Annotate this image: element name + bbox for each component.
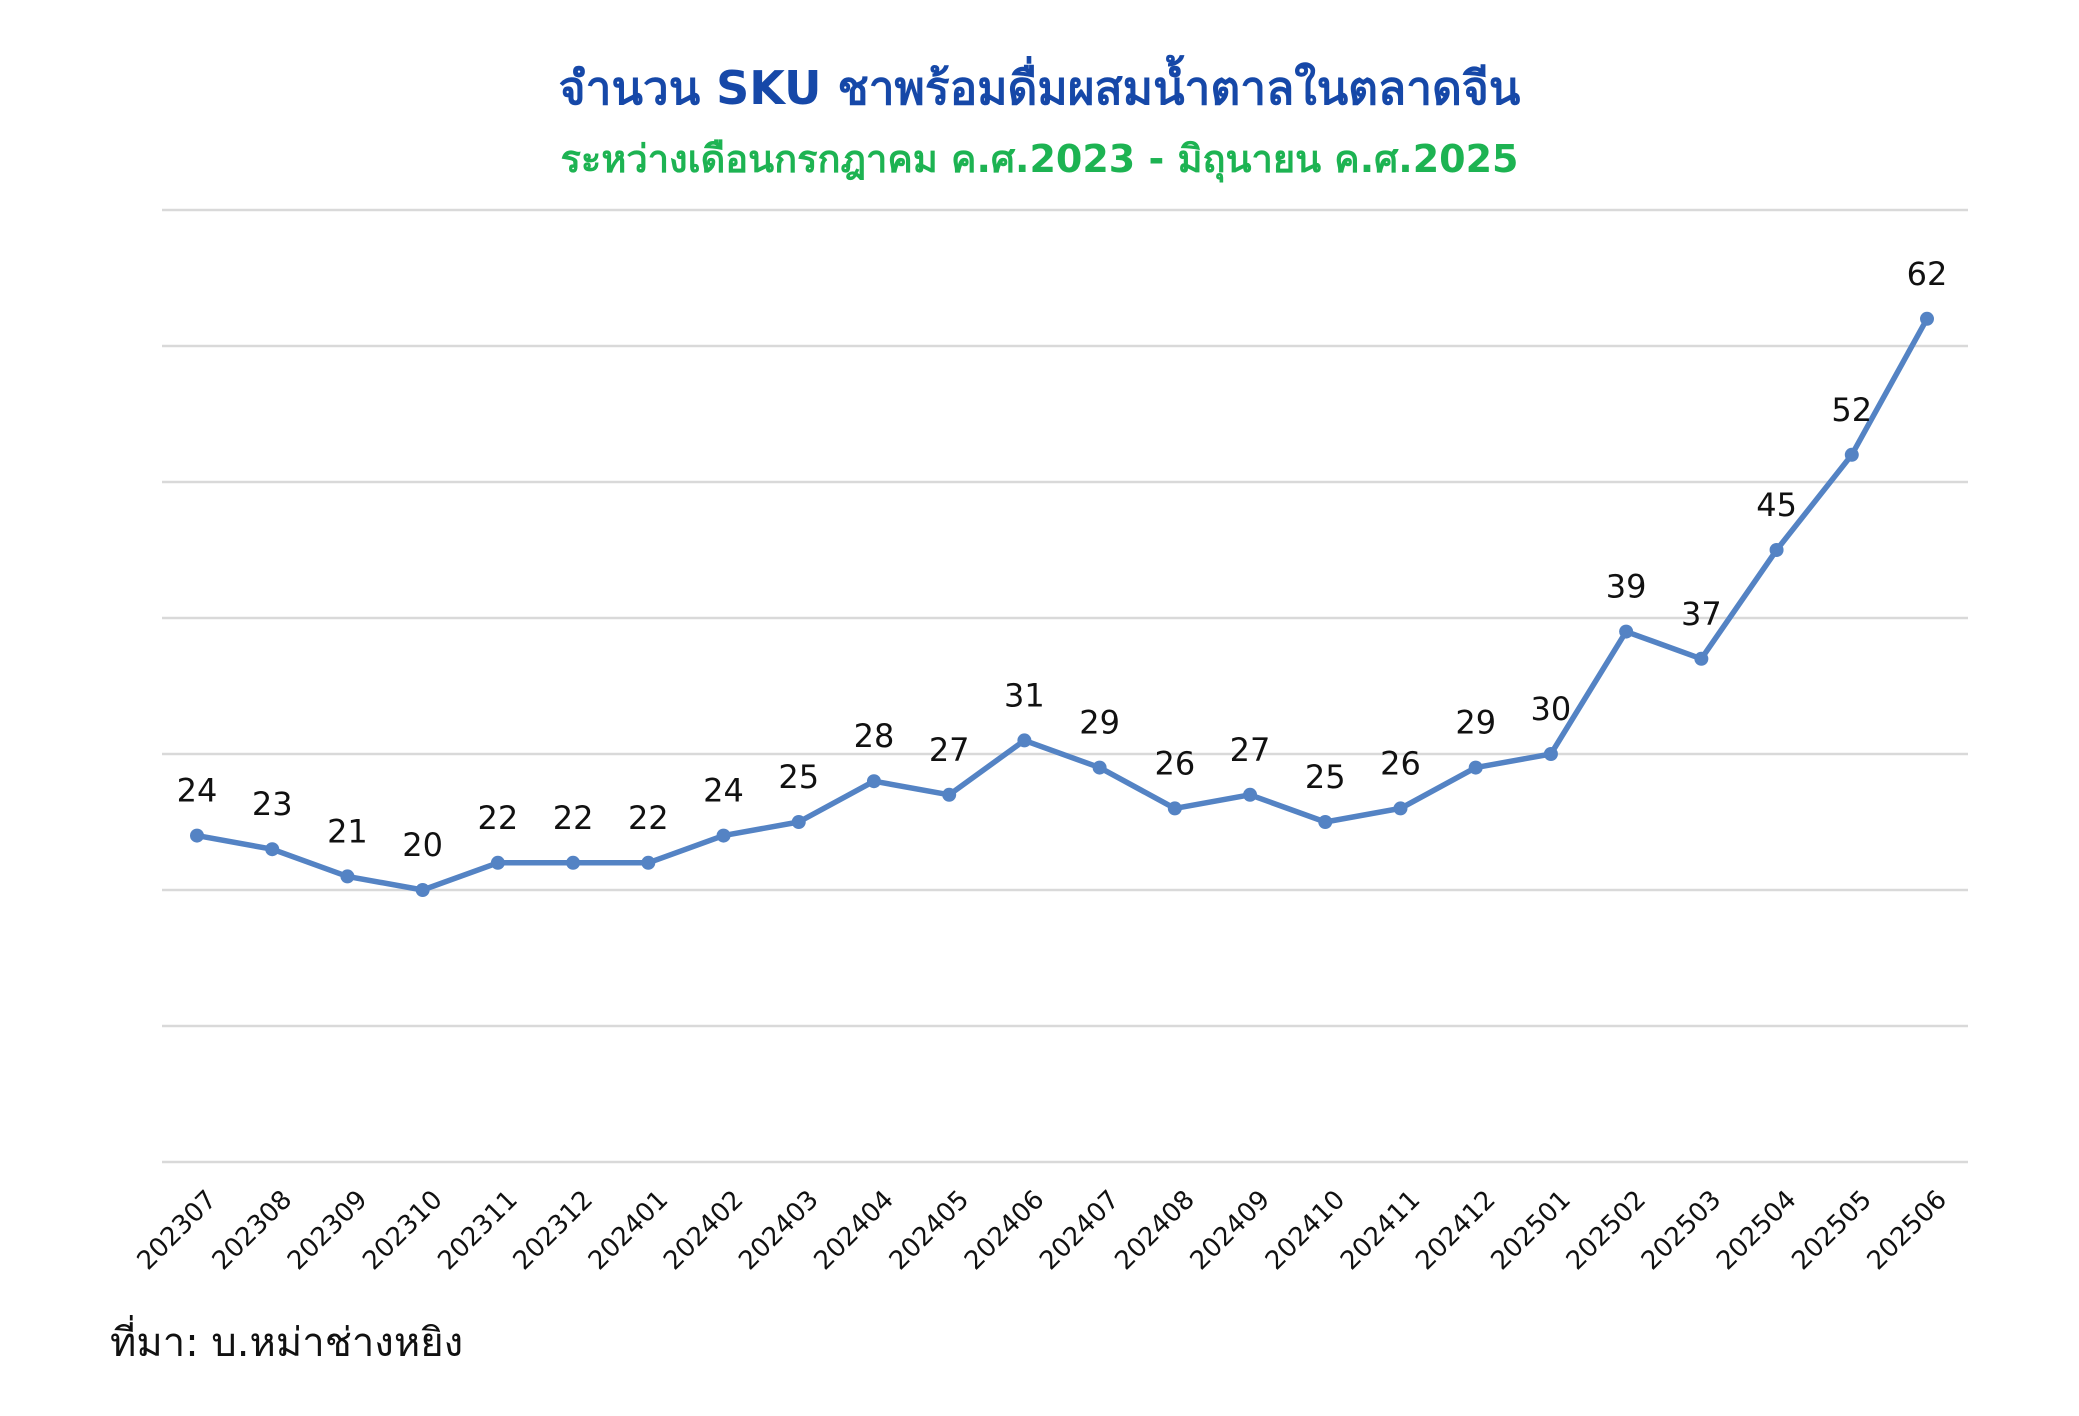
x-tick-label-202312: 202312 bbox=[508, 1185, 599, 1276]
data-label-202404: 28 bbox=[854, 717, 895, 755]
data-point-202504 bbox=[1769, 543, 1784, 557]
data-point-202310 bbox=[415, 883, 430, 897]
x-tick-label-202411: 202411 bbox=[1335, 1185, 1426, 1276]
data-label-202412: 29 bbox=[1455, 704, 1496, 742]
data-label-202311: 22 bbox=[478, 799, 519, 837]
x-tick-label-202308: 202308 bbox=[207, 1185, 298, 1276]
data-label-202403: 25 bbox=[778, 758, 819, 796]
data-label-202312: 22 bbox=[553, 799, 594, 837]
x-tick-label-202309: 202309 bbox=[282, 1185, 373, 1276]
data-point-202308 bbox=[265, 842, 280, 857]
data-point-202506 bbox=[1920, 311, 1934, 326]
data-label-202310: 20 bbox=[402, 826, 443, 864]
x-tick-label-202505: 202505 bbox=[1786, 1185, 1877, 1276]
data-point-202403 bbox=[791, 815, 806, 829]
x-tick-label-202407: 202407 bbox=[1034, 1185, 1125, 1276]
x-tick-label-202506: 202506 bbox=[1862, 1185, 1953, 1276]
x-tick-label-202502: 202502 bbox=[1561, 1185, 1652, 1276]
x-tick-label-202408: 202408 bbox=[1109, 1185, 1200, 1276]
data-label-202408: 26 bbox=[1154, 744, 1195, 782]
data-label-202409: 27 bbox=[1230, 731, 1271, 769]
data-point-202402 bbox=[716, 828, 731, 843]
x-tick-label-202406: 202406 bbox=[959, 1185, 1050, 1276]
data-point-202411 bbox=[1393, 801, 1408, 816]
x-tick-label-202402: 202402 bbox=[658, 1185, 749, 1276]
x-tick-label-202403: 202403 bbox=[733, 1185, 824, 1276]
data-label-202402: 24 bbox=[703, 772, 744, 810]
data-labels: 24 23 21 20 22 22 22 24 25 28 27 31 29 26 27 25 26 29 30 39… bbox=[177, 255, 1948, 864]
data-point-202404 bbox=[866, 774, 881, 789]
data-points bbox=[190, 311, 1934, 897]
x-tick-label-202405: 202405 bbox=[884, 1185, 975, 1276]
source-note: ที่มา: บ.หม่าช่างหยิง bbox=[110, 1320, 464, 1366]
data-point-202501 bbox=[1543, 747, 1558, 761]
data-label-202505: 52 bbox=[1831, 391, 1872, 429]
x-tick-label-202310: 202310 bbox=[357, 1185, 448, 1276]
x-tick-label-202501: 202501 bbox=[1485, 1185, 1576, 1276]
data-label-202501: 30 bbox=[1531, 690, 1572, 728]
x-tick-label-202307: 202307 bbox=[132, 1185, 223, 1276]
data-point-202410 bbox=[1318, 815, 1333, 829]
data-point-202405 bbox=[942, 787, 957, 802]
data-label-202307: 24 bbox=[177, 772, 218, 810]
data-label-202503: 37 bbox=[1681, 595, 1722, 633]
x-tick-label-202409: 202409 bbox=[1185, 1185, 1276, 1276]
x-axis-tick-labels: 2023072023082023092023102023112023122024… bbox=[132, 1185, 1953, 1276]
data-point-202412 bbox=[1468, 760, 1483, 775]
x-tick-label-202410: 202410 bbox=[1260, 1185, 1351, 1276]
x-tick-label-202401: 202401 bbox=[583, 1185, 674, 1276]
data-label-202401: 22 bbox=[628, 799, 669, 837]
data-label-202405: 27 bbox=[929, 731, 970, 769]
gridlines bbox=[162, 208, 1968, 1164]
chart-subtitle: ระหว่างเดือนกรกฎาคม ค.ศ.2023 - มิถุนายน … bbox=[560, 137, 1519, 181]
chart-title: จำนวน SKU ชาพร้อมดื่มผสมน้ำตาลในตลาดจีน bbox=[558, 61, 1521, 115]
data-label-202506: 62 bbox=[1907, 255, 1948, 293]
data-label-202410: 25 bbox=[1305, 758, 1346, 796]
data-point-202309 bbox=[340, 869, 355, 884]
data-label-202504: 45 bbox=[1756, 486, 1797, 524]
data-point-202502 bbox=[1619, 624, 1634, 639]
data-label-202502: 39 bbox=[1606, 568, 1647, 606]
data-point-202503 bbox=[1694, 651, 1709, 666]
x-tick-label-202503: 202503 bbox=[1636, 1185, 1727, 1276]
data-point-202408 bbox=[1167, 801, 1182, 816]
x-tick-label-202412: 202412 bbox=[1410, 1185, 1501, 1276]
series-line-group bbox=[194, 316, 1930, 893]
series-line bbox=[194, 316, 1930, 893]
x-tick-label-202311: 202311 bbox=[432, 1185, 523, 1276]
data-point-202401 bbox=[641, 855, 656, 870]
x-tick-label-202504: 202504 bbox=[1711, 1185, 1802, 1276]
x-tick-label-202404: 202404 bbox=[809, 1185, 900, 1276]
data-point-202406 bbox=[1017, 733, 1032, 748]
data-label-202406: 31 bbox=[1004, 676, 1045, 714]
data-point-202505 bbox=[1844, 447, 1859, 462]
line-chart: 24 23 21 20 22 22 22 24 25 28 27 31 29 26 27 25 26 29 30 39… bbox=[132, 208, 1968, 1276]
data-label-202309: 21 bbox=[327, 812, 368, 850]
data-point-202307 bbox=[190, 828, 204, 843]
data-label-202411: 26 bbox=[1380, 744, 1421, 782]
data-label-202308: 23 bbox=[252, 785, 293, 823]
data-label-202407: 29 bbox=[1079, 704, 1120, 742]
data-point-202407 bbox=[1092, 760, 1107, 775]
data-point-202312 bbox=[566, 855, 581, 870]
data-point-202409 bbox=[1243, 787, 1258, 802]
data-point-202311 bbox=[490, 855, 505, 870]
